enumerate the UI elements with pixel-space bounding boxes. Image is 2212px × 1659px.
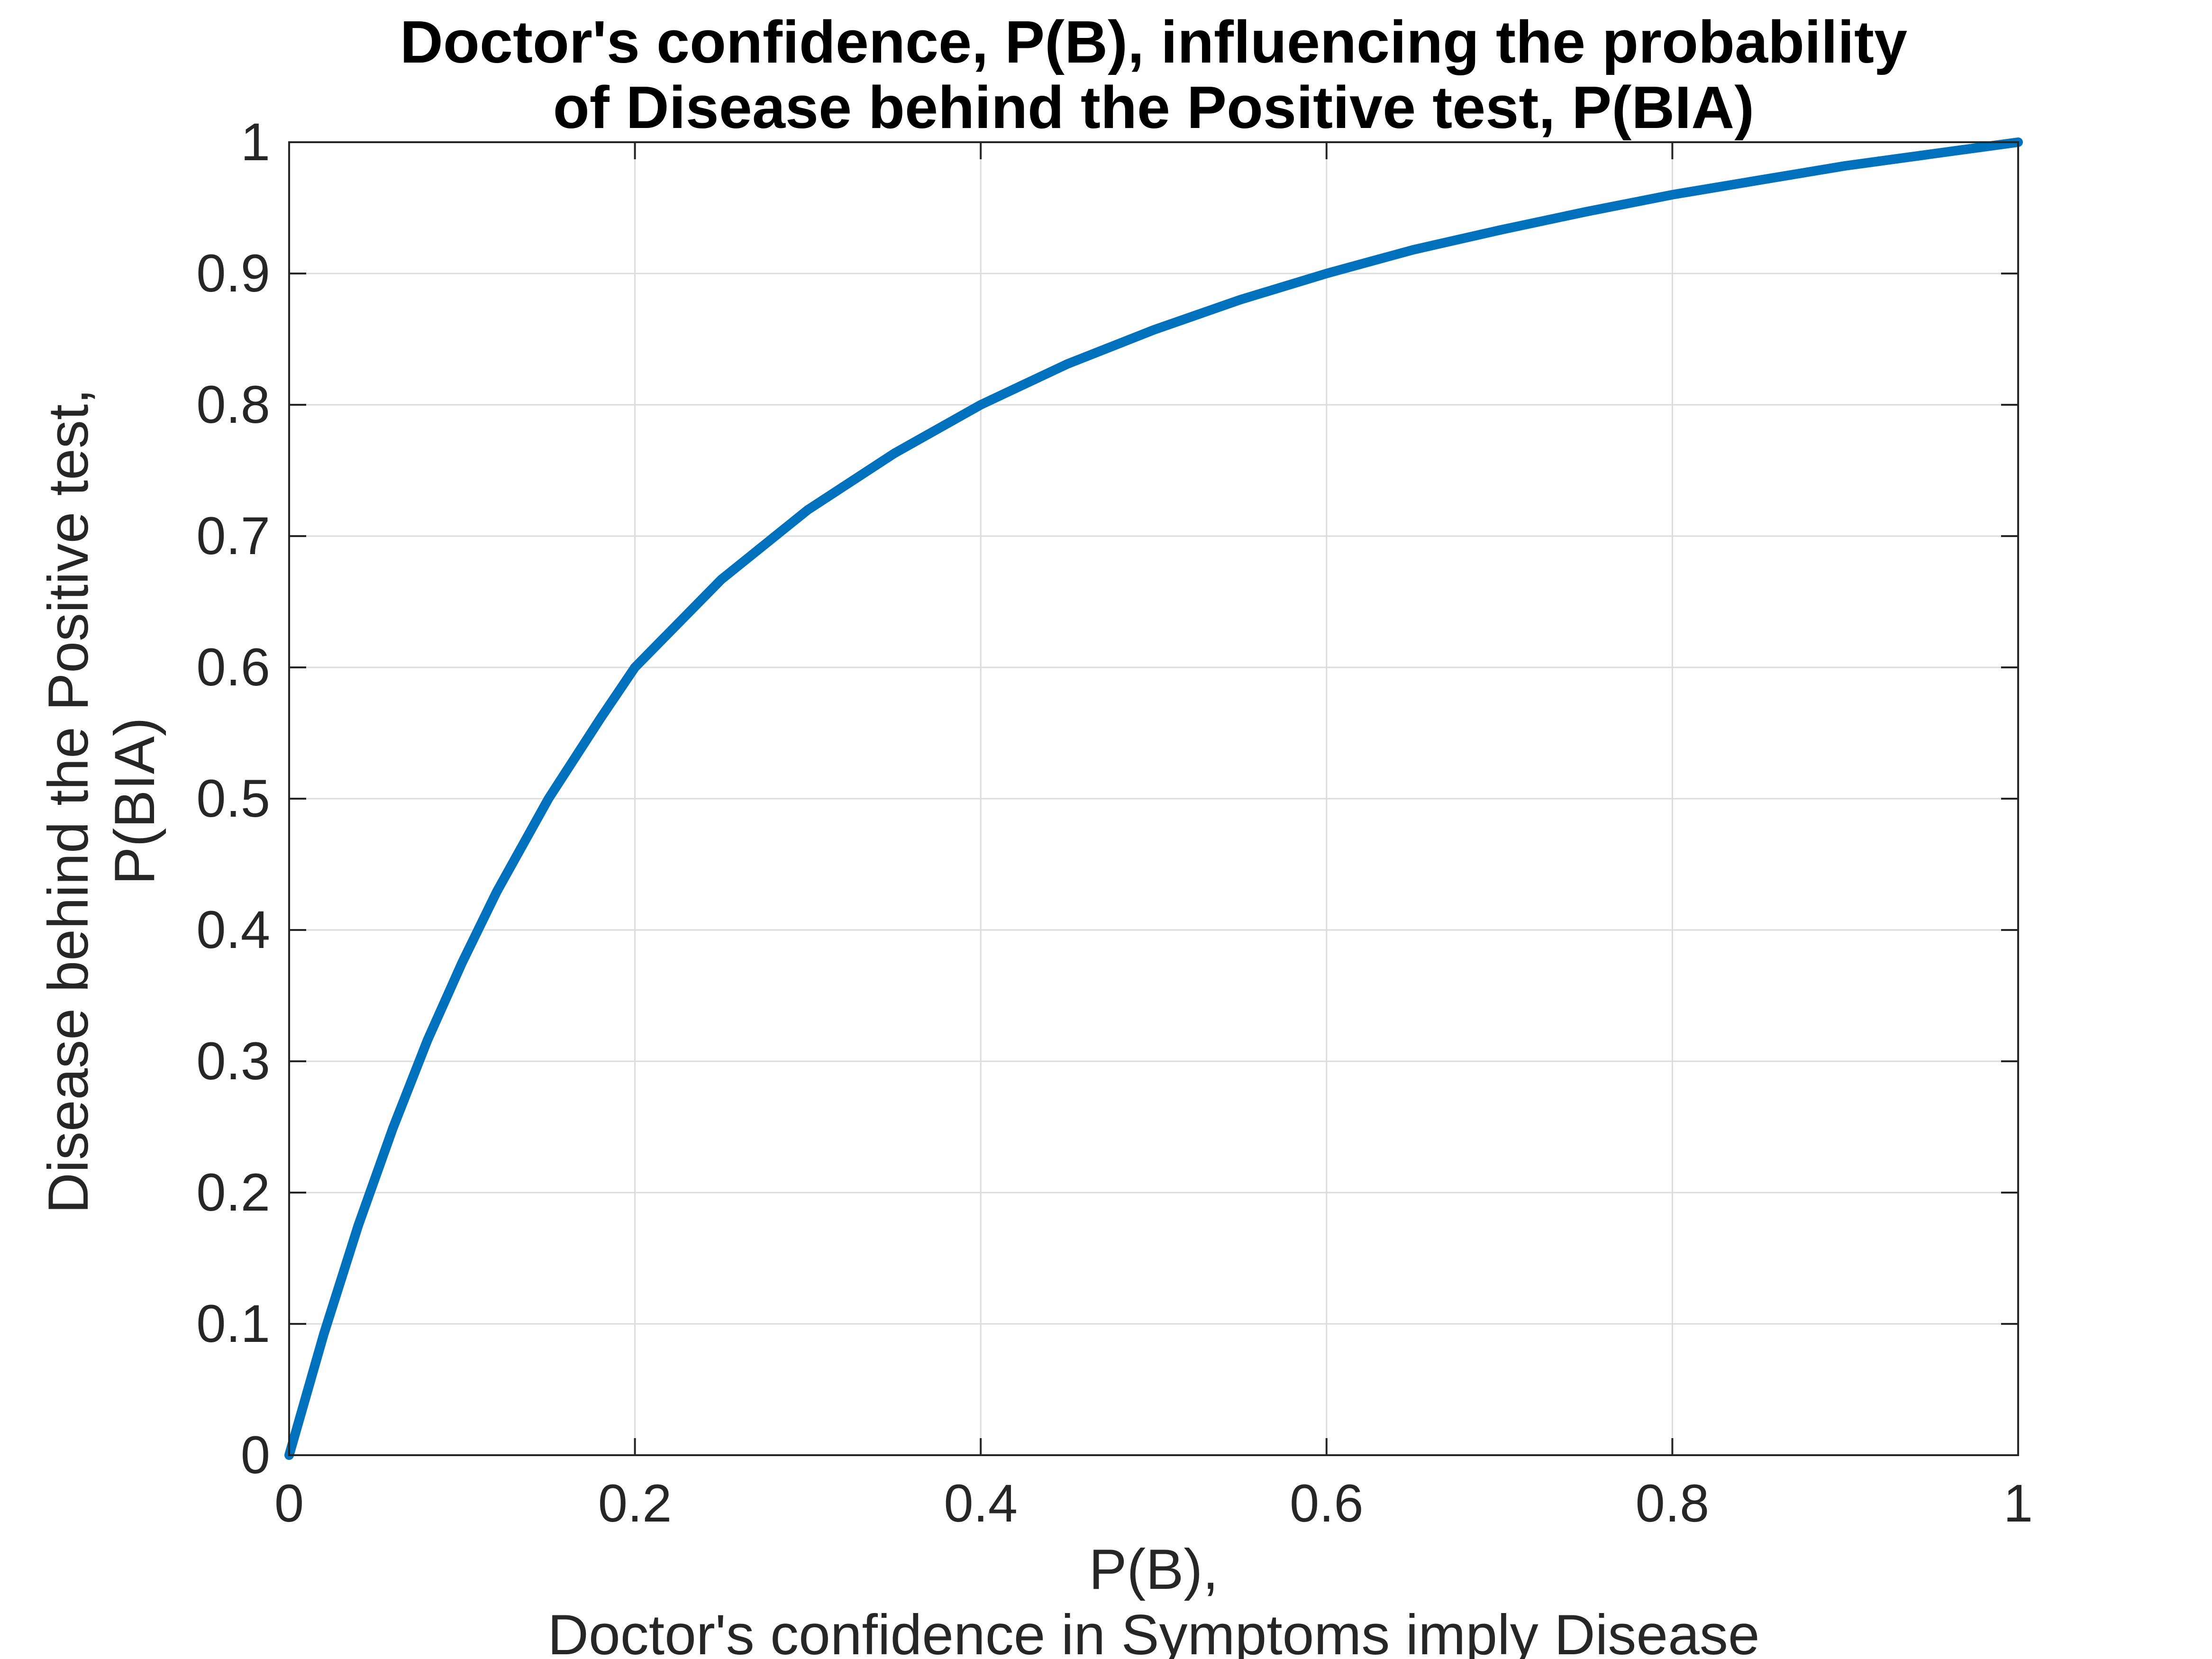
y-tick-label: 0.7 (196, 506, 270, 565)
y-tick-label: 0.3 (196, 1031, 270, 1091)
x-tick-label: 1 (2003, 1474, 2033, 1533)
x-axis-label-line-2: Doctor's confidence in Symptoms imply Di… (547, 1603, 1759, 1659)
x-tick-label: 0.2 (598, 1474, 672, 1533)
y-tick-label: 0.9 (196, 244, 270, 303)
chart-title-line-1: Doctor's confidence, P(B), influencing t… (400, 9, 1907, 75)
y-tick-label: 0.8 (196, 375, 270, 434)
y-tick-label: 1 (241, 112, 270, 172)
y-tick-labels: 0 0.1 0.2 0.3 0.4 0.5 0.6 0.7 0.8 0.9 1 (196, 112, 270, 1485)
y-tick-label: 0.2 (196, 1163, 270, 1222)
y-tick-label: 0.1 (196, 1294, 270, 1353)
x-tick-label: 0.4 (944, 1474, 1018, 1533)
y-tick-label: 0.6 (196, 638, 270, 697)
x-tick-label: 0 (274, 1474, 304, 1533)
y-axis-label-line-1: Disease behind the Positive test, (36, 389, 100, 1214)
tick-marks (288, 141, 2019, 1456)
x-tick-label: 0.6 (1290, 1474, 1364, 1533)
y-tick-label: 0 (241, 1425, 270, 1485)
x-tick-labels: 0 0.2 0.4 0.6 0.8 1 (274, 1474, 2033, 1533)
series-layer (284, 137, 2023, 1460)
y-axis-label-line-2: P(BIA) (103, 717, 166, 884)
y-tick-label: 0.4 (196, 900, 270, 959)
chart-title-line-2: of Disease behind the Positive test, P(B… (553, 74, 1755, 141)
series-line (284, 137, 2023, 1460)
y-tick-label: 0.5 (196, 769, 270, 828)
x-tick-label: 0.8 (1636, 1474, 1710, 1533)
x-axis-label-line-1: P(B), (1089, 1538, 1218, 1601)
